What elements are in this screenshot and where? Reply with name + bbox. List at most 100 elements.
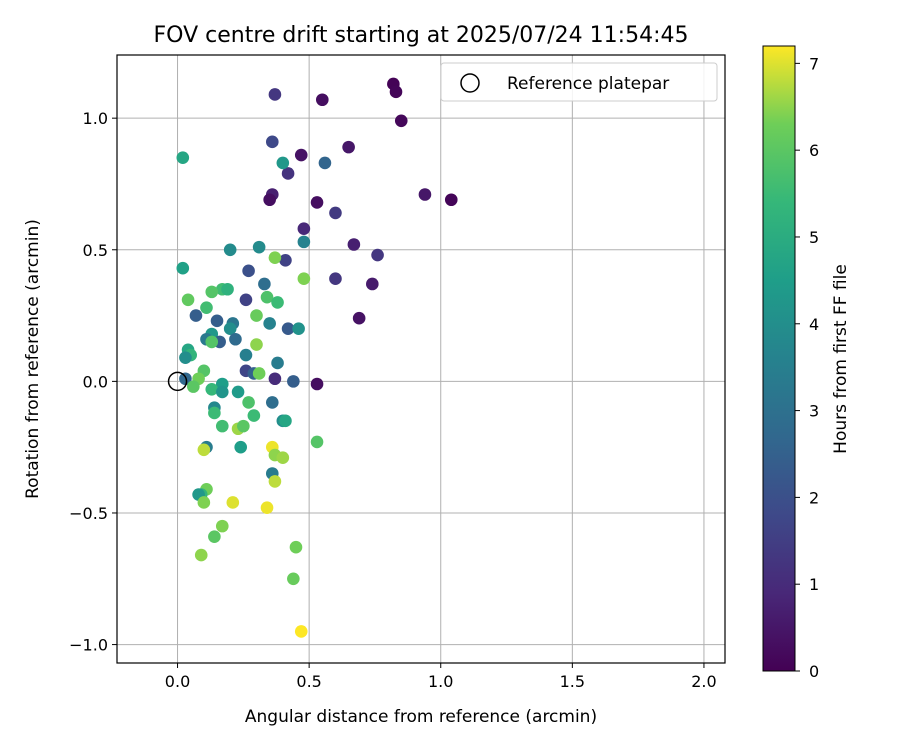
colorbar-ticks: 0 1 2 3 4 5 6 7 bbox=[795, 54, 819, 681]
data-point bbox=[223, 243, 237, 257]
data-point bbox=[205, 285, 219, 299]
data-point bbox=[371, 248, 384, 262]
chart-title: FOV centre drift starting at 2025/07/24 … bbox=[154, 23, 689, 48]
x-tick-label: 0.0 bbox=[165, 672, 190, 691]
x-axis-label: Angular distance from reference (arcmin) bbox=[245, 707, 597, 727]
data-point bbox=[231, 385, 245, 399]
data-point bbox=[187, 380, 200, 393]
data-point bbox=[281, 167, 295, 180]
colorbar: 0 1 2 3 4 5 6 7 Hours from first FF file bbox=[762, 45, 851, 681]
data-point bbox=[281, 322, 295, 336]
data-point bbox=[342, 140, 355, 154]
data-point bbox=[221, 282, 234, 296]
data-point bbox=[394, 114, 408, 128]
data-point bbox=[297, 235, 311, 249]
colorbar-tick-label: 4 bbox=[809, 315, 819, 334]
data-point bbox=[352, 311, 366, 325]
reference-marker-group bbox=[167, 371, 188, 392]
data-point bbox=[208, 530, 221, 543]
data-point bbox=[181, 293, 195, 307]
data-point bbox=[176, 151, 190, 164]
data-point bbox=[287, 572, 300, 586]
data-point bbox=[268, 251, 282, 264]
data-point bbox=[268, 475, 282, 488]
data-point bbox=[315, 93, 329, 107]
data-point bbox=[329, 206, 342, 220]
data-point bbox=[418, 188, 432, 201]
data-point bbox=[205, 382, 219, 396]
data-point bbox=[265, 396, 279, 409]
data-point bbox=[176, 261, 190, 275]
y-axis-label: Rotation from reference (arcmin) bbox=[23, 219, 43, 499]
grid-lines bbox=[117, 55, 725, 663]
data-point bbox=[226, 496, 240, 509]
data-point bbox=[271, 296, 284, 309]
data-point bbox=[271, 356, 284, 370]
data-point bbox=[239, 293, 253, 307]
reference-platepar-marker bbox=[167, 371, 188, 392]
data-point bbox=[260, 290, 274, 304]
y-tick-label: 0.0 bbox=[83, 372, 108, 391]
data-point bbox=[200, 301, 213, 314]
data-point bbox=[444, 193, 458, 207]
data-point bbox=[310, 377, 324, 391]
data-point bbox=[287, 375, 300, 388]
x-tick-label: 0.5 bbox=[296, 672, 321, 691]
plot-frame bbox=[116, 54, 726, 664]
data-point bbox=[205, 335, 219, 349]
data-point bbox=[268, 372, 282, 386]
colorbar-tick-label: 1 bbox=[809, 575, 819, 594]
x-tick-label: 1.0 bbox=[428, 672, 453, 691]
colorbar-gradient bbox=[762, 45, 796, 672]
x-tick-label: 1.5 bbox=[560, 672, 585, 691]
legend: Reference platepar bbox=[440, 62, 718, 102]
data-point bbox=[265, 135, 279, 149]
data-point bbox=[263, 193, 276, 207]
y-tick-label: −1.0 bbox=[69, 636, 108, 655]
data-point bbox=[208, 406, 221, 420]
data-point bbox=[292, 322, 305, 336]
scatter-points bbox=[176, 77, 458, 638]
data-point bbox=[310, 196, 324, 209]
data-point bbox=[263, 317, 276, 330]
y-tick-label: 0.5 bbox=[83, 241, 108, 260]
data-point bbox=[250, 338, 263, 351]
data-point bbox=[247, 409, 261, 422]
data-point bbox=[318, 156, 332, 170]
data-point bbox=[252, 367, 266, 380]
y-tick-label: −0.5 bbox=[69, 504, 108, 523]
data-point bbox=[389, 85, 403, 99]
data-point bbox=[289, 540, 303, 554]
data-point bbox=[229, 332, 242, 346]
data-point bbox=[242, 396, 255, 409]
data-point bbox=[297, 272, 311, 286]
x-axis-ticks: 0.0 0.5 1.0 1.5 2.0 bbox=[165, 663, 717, 691]
data-point bbox=[215, 519, 229, 533]
data-point bbox=[215, 385, 229, 399]
y-axis-ticks: −1.0 −0.5 0.0 0.5 1.0 bbox=[69, 109, 117, 655]
data-point bbox=[297, 222, 311, 236]
x-tick-label: 2.0 bbox=[691, 672, 716, 691]
data-point bbox=[234, 440, 248, 454]
data-point bbox=[252, 240, 266, 254]
colorbar-tick-label: 5 bbox=[809, 228, 819, 247]
data-point bbox=[279, 414, 292, 428]
data-point bbox=[250, 309, 263, 322]
data-point bbox=[260, 501, 274, 515]
data-point bbox=[258, 277, 271, 291]
colorbar-tick-label: 0 bbox=[809, 662, 819, 681]
data-point bbox=[310, 435, 324, 449]
data-point bbox=[239, 348, 253, 362]
data-point bbox=[189, 309, 203, 322]
data-point bbox=[215, 419, 229, 433]
colorbar-label: Hours from first FF file bbox=[831, 264, 851, 454]
data-point bbox=[276, 156, 290, 170]
y-tick-label: 1.0 bbox=[83, 109, 108, 128]
data-point bbox=[329, 272, 342, 286]
data-point bbox=[197, 443, 211, 457]
legend-box bbox=[440, 62, 718, 102]
data-point bbox=[366, 277, 379, 291]
legend-entry-label: Reference platepar bbox=[507, 74, 669, 94]
colorbar-tick-label: 2 bbox=[809, 488, 819, 507]
